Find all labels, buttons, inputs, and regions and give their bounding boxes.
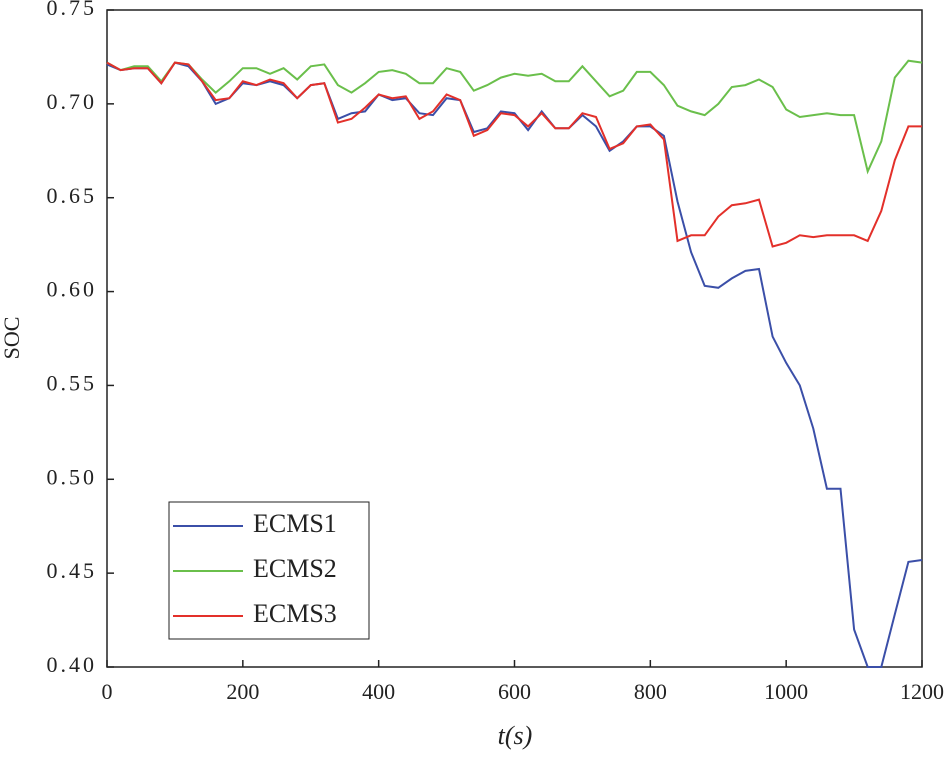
- y-tick-label: 0.40: [47, 652, 98, 677]
- x-tick-label: 400: [362, 679, 395, 704]
- y-tick-label: 0.60: [47, 277, 98, 302]
- series-line: [106, 59, 923, 175]
- x-tick-label: 600: [498, 679, 531, 704]
- series-line: [106, 61, 923, 668]
- y-tick-label: 0.70: [47, 89, 98, 114]
- series-line: [106, 61, 922, 248]
- y-tick-label: 0.55: [47, 370, 98, 395]
- y-axis-label: SOC: [0, 317, 24, 360]
- legend-label: ECMS1: [253, 509, 337, 538]
- x-tick-label: 800: [634, 679, 667, 704]
- x-tick-label: 1000: [764, 679, 808, 704]
- legend-label: ECMS3: [253, 599, 337, 628]
- x-tick-label: 0: [102, 679, 113, 704]
- x-tick-label: 200: [226, 679, 259, 704]
- legend-label: ECMS2: [253, 554, 337, 583]
- y-tick-label: 0.75: [47, 0, 98, 20]
- y-tick-label: 0.50: [47, 464, 98, 489]
- y-tick-label: 0.45: [47, 558, 98, 583]
- x-axis-label: t(s): [498, 721, 533, 750]
- y-tick-label: 0.65: [47, 183, 98, 208]
- x-tick-label: 1200: [900, 679, 944, 704]
